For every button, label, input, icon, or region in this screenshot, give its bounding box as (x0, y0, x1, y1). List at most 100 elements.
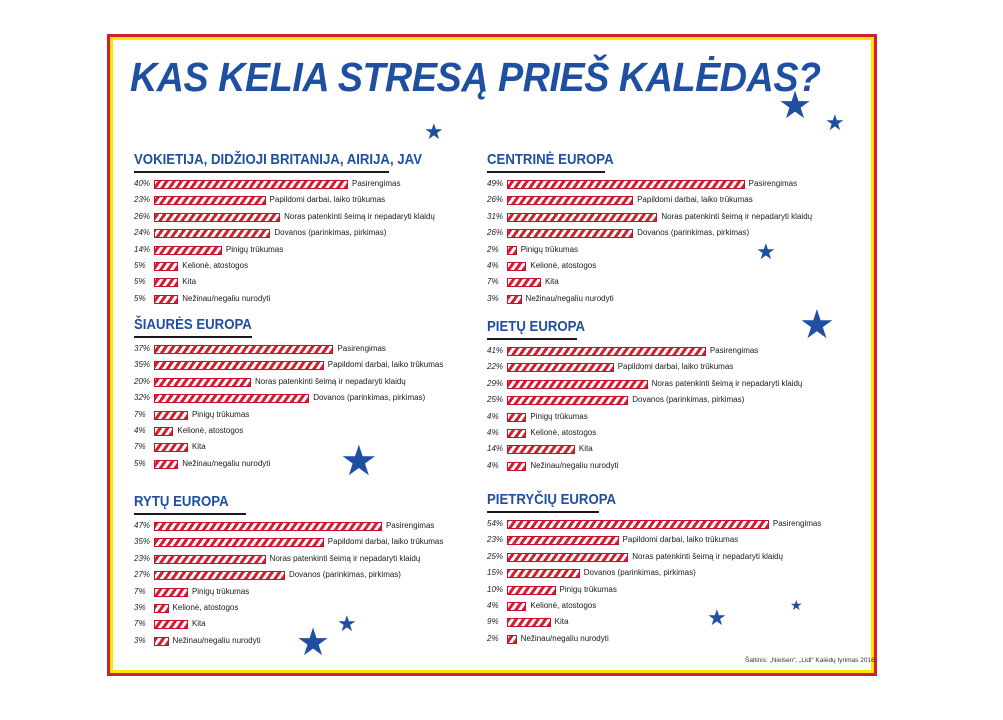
bar-row: 4% Nežinau/negaliu nurodyti (487, 460, 847, 476)
bar-value-label: 10% (487, 584, 504, 594)
bar (507, 552, 629, 562)
bar-row: 31% Noras patenkinti šeimą ir nepadaryti … (487, 211, 847, 227)
bar-row: 4% Kelionė, atostogos (487, 427, 847, 443)
bar-category-label: Kelionė, atostogos (530, 427, 597, 437)
bar-category-label: Pinigų trūkumas (225, 244, 284, 254)
bar (507, 180, 745, 189)
bar-category-label: Pasirengimas (352, 179, 401, 188)
bar-value-label: 23% (134, 553, 151, 563)
bar-category-label: Kelionė, atostogos (530, 600, 597, 610)
bar (154, 426, 174, 436)
bar (507, 261, 527, 271)
bar-category-label: Noras patenkinti šeimą ir nepadaryti kla… (632, 551, 783, 561)
bar (154, 538, 324, 548)
bar-value-label: 29% (487, 378, 504, 388)
bar-row: 7% Kita (134, 618, 494, 634)
title-underline (134, 513, 246, 515)
bar-row: 10% Pinigų trūkumas (487, 584, 847, 600)
star-icon: ★ (825, 110, 845, 135)
chart-title: PIETŲ EUROPA (487, 318, 586, 335)
bar-category-label: Papildomi darbai, laiko trūkumas (327, 537, 444, 547)
bar-category-label: Pinigų trūkumas (559, 584, 617, 594)
bar-category-label: Papildomi darbai, laiko trūkumas (637, 195, 753, 205)
bar-row: 5% Kelionė, atostogos (134, 260, 494, 276)
bar-category-label: Dovanos (parinkimas, pirkimas) (583, 568, 696, 578)
bar (507, 634, 517, 644)
bar-value-label: 25% (487, 551, 504, 561)
bar-category-label: Nežinau/negaliu nurodyti (530, 460, 619, 470)
bar-value-label: 2% (487, 633, 499, 643)
bar (507, 363, 614, 373)
bar-value-label: 7% (134, 586, 146, 596)
star-icon: ★ (778, 85, 813, 127)
chart-panel-siaures-europa: ŠIAURĖS EUROPA 37% Pasirengimas 35% Papildom… (134, 316, 494, 469)
bar-row: 4% Kelionė, atostogos (487, 600, 847, 616)
title-underline (134, 171, 389, 173)
bar-value-label: 35% (134, 537, 151, 547)
bar-category-label: Dovanos (parinkimas, pirkimas) (632, 395, 745, 405)
bar-value-label: 4% (487, 411, 499, 421)
bar-list: 54% Pasirengimas 23% Papildomi darbai, laik… (487, 518, 847, 649)
bar (154, 196, 266, 206)
bar-row: 4% Kelionė, atostogos (134, 425, 494, 441)
bar-category-label: Pasirengimas (709, 346, 759, 355)
bar-category-label: Pinigų trūkumas (520, 244, 579, 254)
bar-category-label: Kelionė, atostogos (172, 602, 239, 612)
chart-panel-centrine-europa: CENTRINĖ EUROPA 49% Pasirengimas 26% Papildo… (487, 151, 847, 304)
bar-row: 3% Nežinau/negaliu nurodyti (487, 293, 847, 309)
bar (154, 212, 281, 222)
bar-value-label: 22% (487, 362, 504, 372)
bar-value-label: 31% (487, 211, 504, 221)
bar-row: 4% Kelionė, atostogos (487, 260, 847, 276)
bar-value-label: 37% (134, 344, 151, 353)
bar-list: 41% Pasirengimas 22% Papildomi darbai, laik… (487, 345, 847, 476)
bar-value-label: 14% (487, 444, 504, 454)
bar (154, 345, 334, 354)
bar (507, 461, 527, 471)
bar (154, 603, 169, 613)
title-underline (487, 171, 605, 173)
title-underline (487, 338, 577, 340)
bar-row: 25% Noras patenkinti šeimą ir nepadaryti … (487, 551, 847, 567)
source-note: Šaltinis: „Nielsen“, „Lidl“ Kalėdų tyrim… (745, 657, 875, 664)
bar (154, 522, 382, 531)
chart-title: ŠIAURĖS EUROPA (134, 316, 252, 333)
bar-category-label: Nežinau/negaliu nurodyti (520, 633, 609, 643)
bar-category-label: Kelionė, atostogos (530, 260, 597, 270)
bar-value-label: 7% (134, 409, 146, 419)
bar-value-label: 26% (487, 195, 504, 205)
bar-category-label: Pinigų trūkumas (191, 409, 250, 419)
bar-value-label: 7% (134, 442, 146, 452)
bar-category-label: Pasirengimas (385, 521, 435, 530)
bar-category-label: Kita (182, 277, 197, 287)
bar-value-label: 41% (487, 346, 504, 355)
bar (507, 245, 517, 255)
bar-row: 2% Pinigų trūkumas (487, 244, 847, 260)
bar-list: 37% Pasirengimas 35% Papildomi darbai, laik… (134, 343, 494, 474)
bar-row: 24% Dovanos (parinkimas, pirkimas) (134, 227, 494, 243)
bar (507, 379, 648, 389)
bar-row: 54% Pasirengimas (487, 518, 847, 534)
bar (507, 294, 522, 304)
bar-value-label: 15% (487, 568, 504, 578)
title-underline (134, 336, 252, 338)
chart-panel-pietu-europa: PIETŲ EUROPA 41% Pasirengimas 22% Papildomi … (487, 318, 847, 471)
bar (154, 394, 310, 404)
bar (507, 196, 634, 206)
bar-category-label: Kelionė, atostogos (182, 260, 249, 270)
bar-category-label: Pasirengimas (337, 344, 386, 353)
bar-category-label: Kita (191, 442, 206, 452)
bar (154, 636, 169, 646)
bar-category-label: Dovanos (parinkimas, pirkimas) (313, 393, 426, 403)
bar-value-label: 49% (487, 179, 504, 188)
bar-list: 40% Pasirengimas 23% Papildomi darbai, laik… (134, 178, 494, 309)
bar-row: 22% Papildomi darbai, laiko trūkumas (487, 361, 847, 377)
bar-value-label: 24% (134, 228, 151, 238)
bar-row: 35% Papildomi darbai, laiko trūkumas (134, 359, 494, 375)
bar (507, 520, 769, 529)
bar (154, 377, 251, 387)
bar-category-label: Nežinau/negaliu nurodyti (182, 458, 271, 468)
bar (507, 229, 634, 239)
bar-value-label: 4% (487, 260, 499, 270)
bar-value-label: 7% (134, 619, 146, 629)
